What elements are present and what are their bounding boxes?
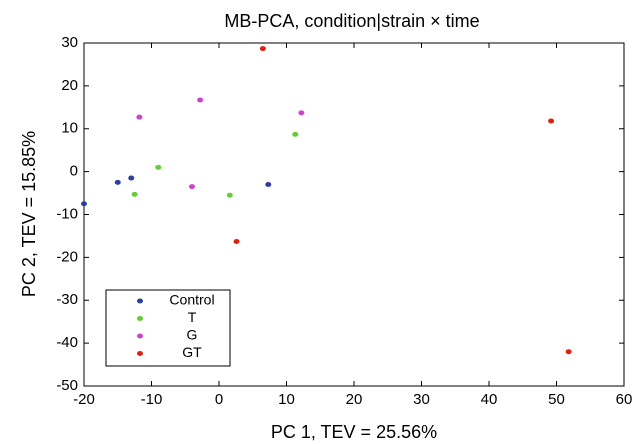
y-axis-label: PC 2, TEV = 15.85% [19, 131, 39, 297]
legend-marker [137, 351, 143, 356]
legend-label: T [188, 309, 197, 325]
point [189, 184, 195, 190]
point [233, 239, 240, 245]
legend-marker [137, 316, 143, 321]
y-tick-label: -40 [56, 334, 78, 351]
point [136, 114, 143, 120]
x-tick-label: 20 [346, 391, 363, 408]
legend-marker [137, 333, 143, 339]
x-axis-label: PC 1, TEV = 25.56% [271, 422, 437, 442]
point [548, 118, 555, 124]
point [155, 164, 162, 170]
legend-label: GT [182, 344, 202, 360]
point [114, 179, 121, 185]
point [265, 181, 272, 187]
x-tick-label: -20 [73, 391, 95, 408]
x-tick-label: 60 [616, 391, 633, 408]
x-tick-label: 40 [481, 391, 498, 408]
y-tick-label: 0 [70, 163, 78, 180]
x-tick-label: 30 [413, 391, 430, 408]
x-tick-label: -10 [141, 391, 163, 408]
y-tick-label: -50 [56, 377, 78, 394]
y-tick-label: -30 [56, 291, 78, 308]
point [226, 192, 233, 198]
y-tick-label: 10 [61, 120, 78, 137]
chart-title: MB-PCA, condition|strain × time [224, 11, 479, 31]
point [81, 201, 87, 207]
y-tick-label: -10 [56, 205, 78, 222]
y-tick-label: -20 [56, 248, 78, 265]
point [131, 191, 138, 197]
point [128, 175, 135, 181]
y-tick-label: 30 [61, 34, 78, 51]
legend-box [105, 289, 231, 367]
x-tick-label: 50 [548, 391, 565, 408]
point [197, 97, 204, 103]
legend-marker [137, 298, 143, 304]
point [565, 349, 572, 355]
y-tick-label: 20 [61, 77, 78, 94]
legend-label: G [187, 327, 198, 343]
legend-label: Control [169, 292, 214, 308]
point [259, 46, 266, 52]
point [292, 131, 299, 137]
x-tick-label: 0 [215, 391, 223, 408]
x-tick-label: 10 [278, 391, 295, 408]
point [298, 110, 305, 116]
